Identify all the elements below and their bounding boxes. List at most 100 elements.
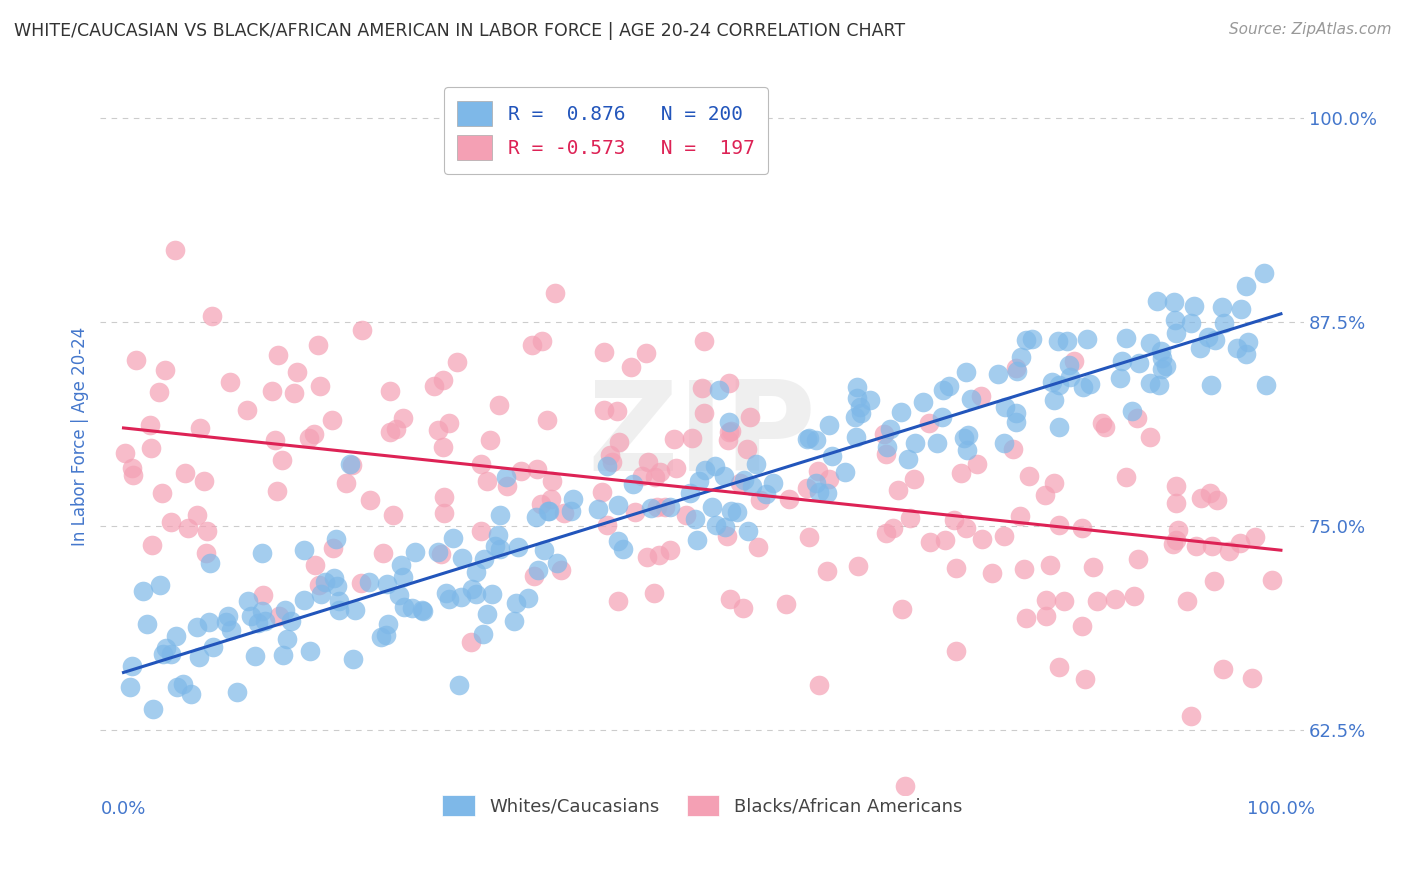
- Point: [1212, 316, 1234, 330]
- Point: [591, 485, 613, 500]
- Point: [1121, 404, 1143, 418]
- Point: [543, 285, 565, 300]
- Point: [1033, 488, 1056, 502]
- Point: [260, 384, 283, 399]
- Point: [815, 486, 838, 500]
- Point: [461, 582, 484, 597]
- Point: [121, 659, 143, 673]
- Point: [849, 400, 872, 414]
- Point: [486, 528, 509, 542]
- Point: [1180, 709, 1202, 723]
- Point: [1071, 619, 1094, 633]
- Point: [321, 413, 343, 427]
- Point: [1056, 334, 1078, 348]
- Point: [602, 455, 624, 469]
- Point: [1164, 313, 1187, 327]
- Point: [1261, 573, 1284, 587]
- Point: [875, 447, 897, 461]
- Point: [432, 440, 454, 454]
- Point: [536, 504, 558, 518]
- Point: [149, 578, 172, 592]
- Point: [1241, 672, 1264, 686]
- Point: [717, 433, 740, 447]
- Point: [285, 365, 308, 379]
- Point: [1163, 294, 1185, 309]
- Point: [239, 609, 262, 624]
- Point: [533, 542, 555, 557]
- Point: [1199, 485, 1222, 500]
- Point: [1042, 392, 1064, 407]
- Point: [1071, 379, 1094, 393]
- Point: [904, 436, 927, 450]
- Point: [271, 648, 294, 663]
- Point: [340, 458, 363, 472]
- Point: [370, 630, 392, 644]
- Point: [307, 338, 329, 352]
- Point: [959, 392, 981, 407]
- Point: [219, 375, 242, 389]
- Point: [1111, 354, 1133, 368]
- Point: [433, 506, 456, 520]
- Point: [335, 475, 357, 490]
- Point: [374, 628, 396, 642]
- Point: [434, 585, 457, 599]
- Point: [472, 551, 495, 566]
- Point: [375, 576, 398, 591]
- Point: [762, 476, 785, 491]
- Point: [508, 541, 530, 555]
- Point: [1059, 369, 1081, 384]
- Point: [945, 643, 967, 657]
- Point: [938, 378, 960, 392]
- Point: [890, 405, 912, 419]
- Point: [322, 541, 344, 556]
- Point: [1139, 430, 1161, 444]
- Point: [426, 423, 449, 437]
- Point: [643, 586, 665, 600]
- Point: [274, 603, 297, 617]
- Point: [1015, 333, 1038, 347]
- Point: [446, 355, 468, 369]
- Point: [298, 431, 321, 445]
- Point: [952, 431, 974, 445]
- Point: [1047, 518, 1070, 533]
- Point: [389, 558, 412, 572]
- Point: [1188, 341, 1211, 355]
- Point: [1115, 470, 1137, 484]
- Point: [1139, 376, 1161, 390]
- Point: [1166, 479, 1188, 493]
- Point: [325, 532, 347, 546]
- Point: [479, 434, 502, 448]
- Point: [412, 604, 434, 618]
- Point: [488, 398, 510, 412]
- Point: [484, 539, 506, 553]
- Point: [188, 421, 211, 435]
- Point: [439, 417, 461, 431]
- Point: [477, 607, 499, 622]
- Point: [685, 533, 707, 547]
- Text: Source: ZipAtlas.com: Source: ZipAtlas.com: [1229, 22, 1392, 37]
- Point: [1185, 539, 1208, 553]
- Point: [219, 624, 242, 638]
- Point: [1201, 539, 1223, 553]
- Point: [404, 544, 426, 558]
- Text: WHITE/CAUCASIAN VS BLACK/AFRICAN AMERICAN IN LABOR FORCE | AGE 20-24 CORRELATION: WHITE/CAUCASIAN VS BLACK/AFRICAN AMERICA…: [14, 22, 905, 40]
- Point: [1128, 356, 1150, 370]
- Point: [283, 385, 305, 400]
- Point: [526, 510, 548, 524]
- Point: [172, 677, 194, 691]
- Point: [1047, 660, 1070, 674]
- Point: [1167, 523, 1189, 537]
- Point: [882, 521, 904, 535]
- Point: [693, 334, 716, 348]
- Point: [142, 701, 165, 715]
- Point: [193, 474, 215, 488]
- Point: [152, 647, 174, 661]
- Point: [1074, 672, 1097, 686]
- Point: [505, 596, 527, 610]
- Point: [359, 574, 381, 589]
- Point: [1197, 330, 1219, 344]
- Point: [1234, 347, 1257, 361]
- Point: [717, 415, 740, 429]
- Point: [1035, 609, 1057, 624]
- Point: [898, 511, 921, 525]
